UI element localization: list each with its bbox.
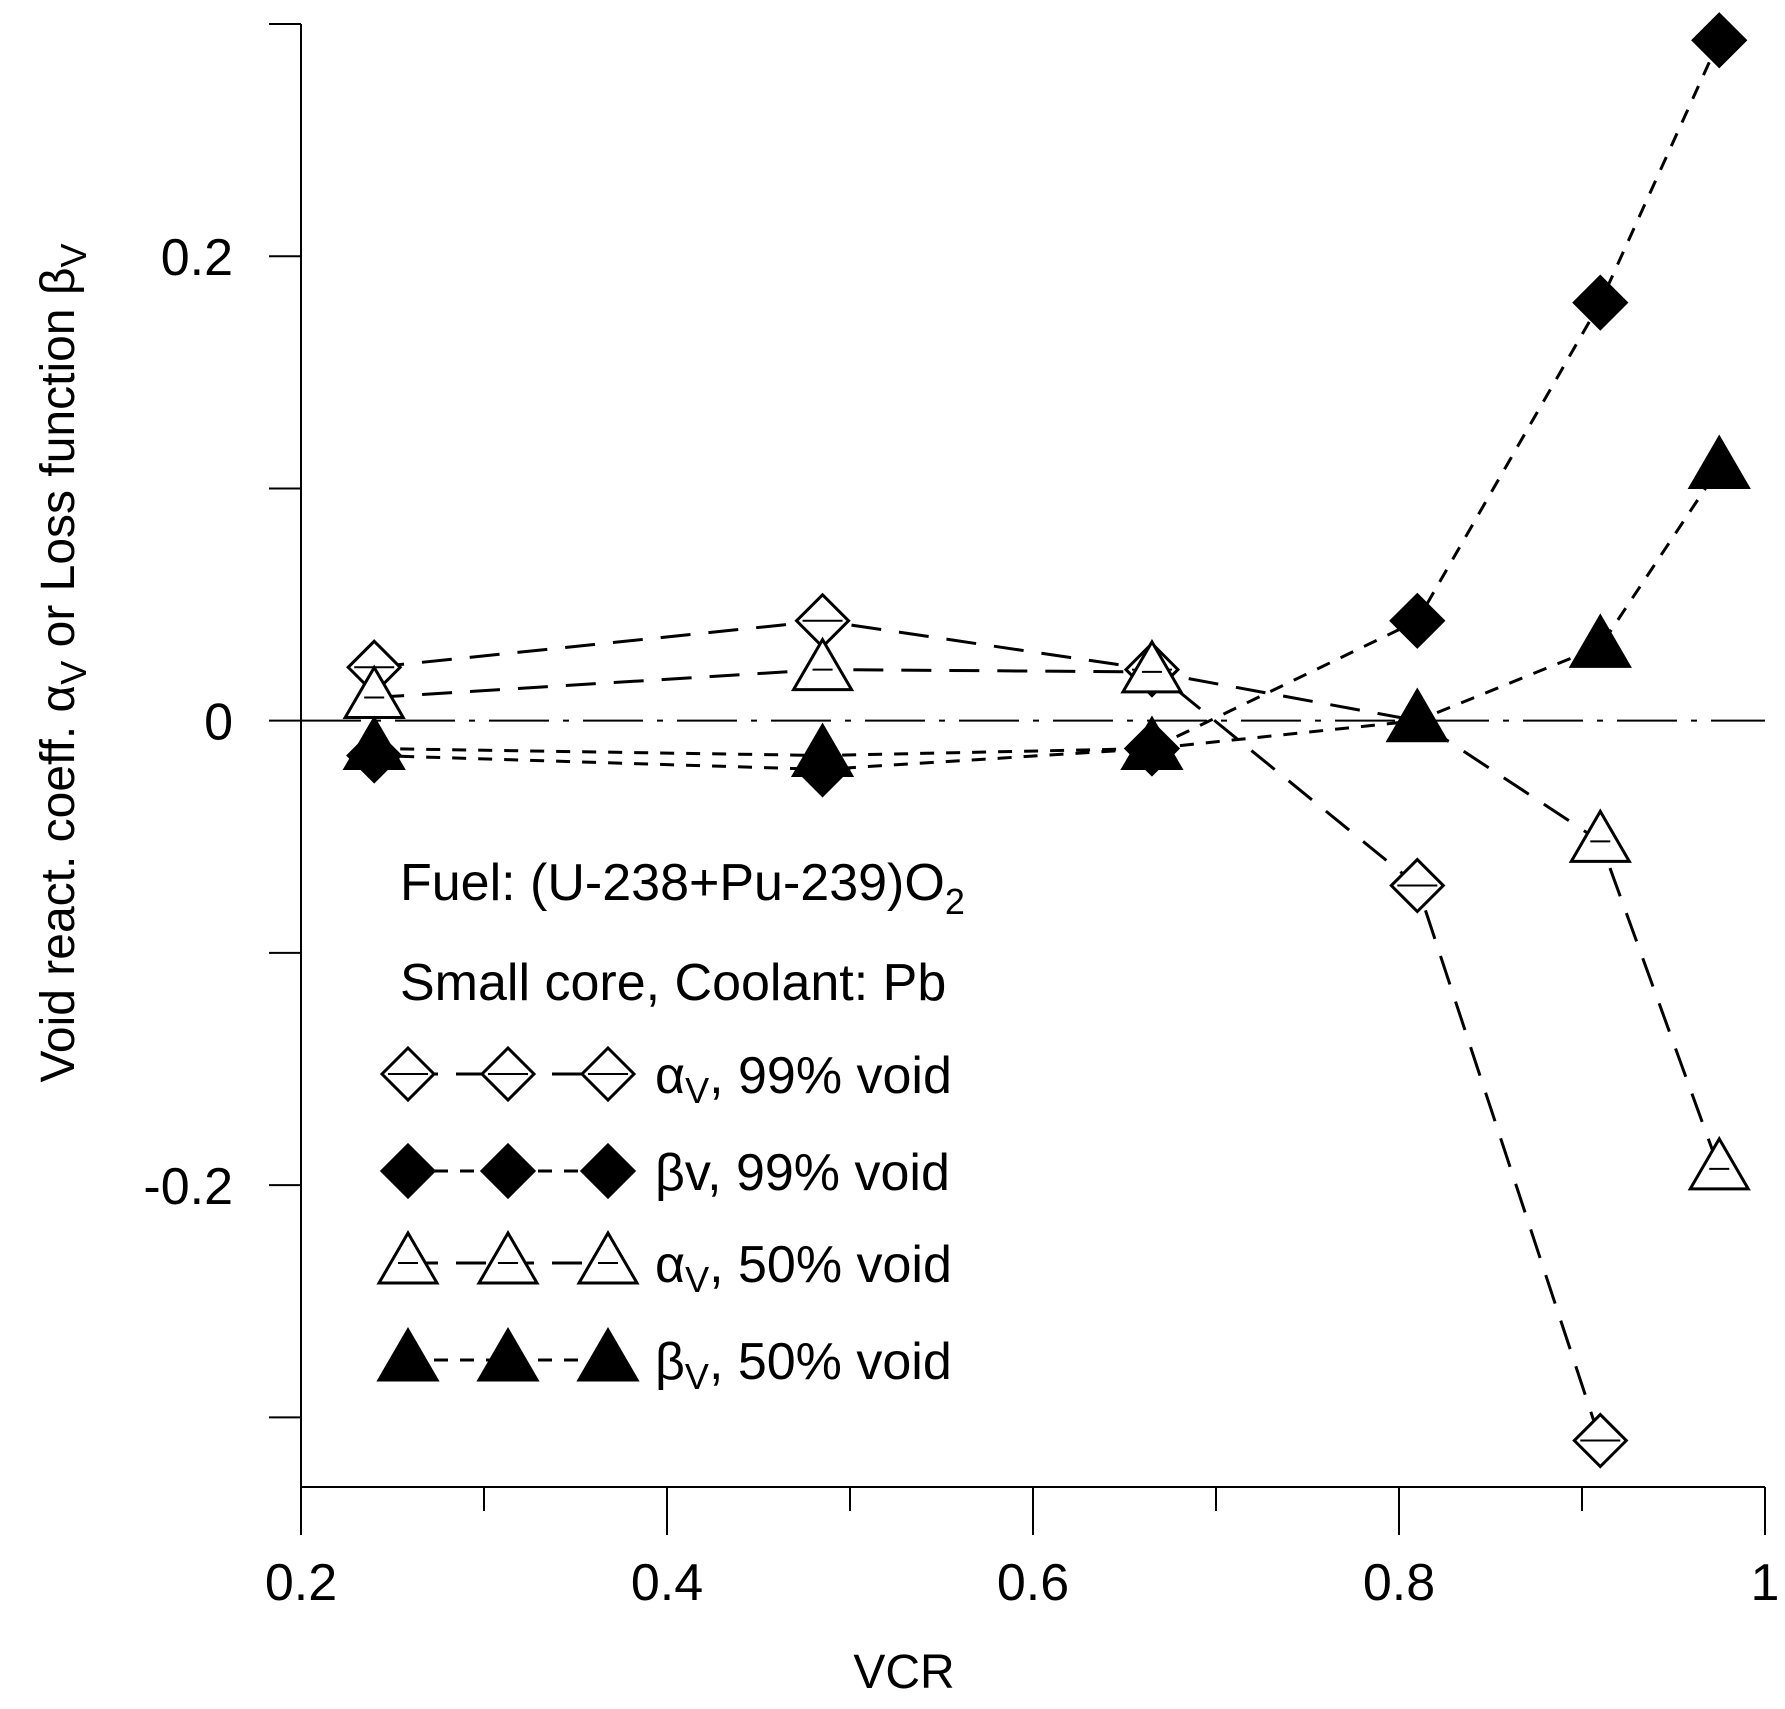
legend: αV, 99% void βv, 99% void αV, 50% void βV, … [376,1045,952,1397]
data-point [1572,274,1629,331]
data-point [1691,12,1748,69]
data-point [1568,613,1632,668]
legend-item-2: αV, 50% void [376,1230,952,1300]
series-line [374,619,1602,1442]
legend-marker [576,1230,640,1285]
y-tick-label: -0.2 [143,1158,233,1216]
annotation-core: Small core, Coolant: Pb [400,954,946,1012]
data-point [790,636,855,692]
x-tick-label: 0.8 [1363,1554,1435,1612]
data-point [1687,1135,1751,1191]
data-point [1120,715,1184,771]
data-point [1120,638,1184,694]
y-axis-title: Void react. coeff. αV or Loss function β… [32,244,94,1083]
series-line [374,668,1721,1170]
legend-marker [376,1327,440,1382]
series-layer [342,12,1751,1469]
x-tick-label: 0.2 [265,1554,337,1612]
series-3 [342,434,1751,777]
legend-marker [479,1142,537,1200]
legend-item-1: βv, 99% void [379,1142,950,1202]
legend-label: βv, 99% void [655,1144,950,1202]
x-axis-title: VCR [853,1646,954,1699]
axes-layer: 0.2 0.4 0.6 0.8 1 -0.2 0 0.2 [143,23,1780,1612]
legend-marker [476,1230,540,1285]
annotation-fuel: Fuel: (U-238+Pu-239)O2 [400,854,965,922]
legend-marker [379,1142,437,1200]
y-tick-label: 0.2 [161,229,233,287]
series-2 [342,636,1751,1191]
data-point [1389,592,1446,649]
series-line [374,39,1721,771]
data-point [790,722,855,777]
legend-label: βV, 50% void [655,1333,952,1397]
series-line [374,466,1721,758]
x-tick-label: 1 [1751,1554,1780,1612]
x-tick-label: 0.6 [997,1554,1069,1612]
data-point [1568,808,1632,863]
legend-label: αV, 99% void [655,1047,952,1111]
legend-marker [376,1230,440,1285]
legend-marker [576,1327,640,1382]
data-point [1385,687,1449,743]
legend-item-0: αV, 99% void [379,1045,952,1111]
legend-label: αV, 50% void [655,1236,952,1300]
legend-marker [476,1327,540,1382]
data-point [342,715,406,771]
data-point [1687,434,1751,490]
legend-marker [579,1142,637,1200]
series-1 [346,12,1748,798]
y-tick-label: 0 [204,694,233,752]
legend-item-3: βV, 50% void [376,1327,952,1397]
x-tick-label: 0.4 [631,1554,703,1612]
